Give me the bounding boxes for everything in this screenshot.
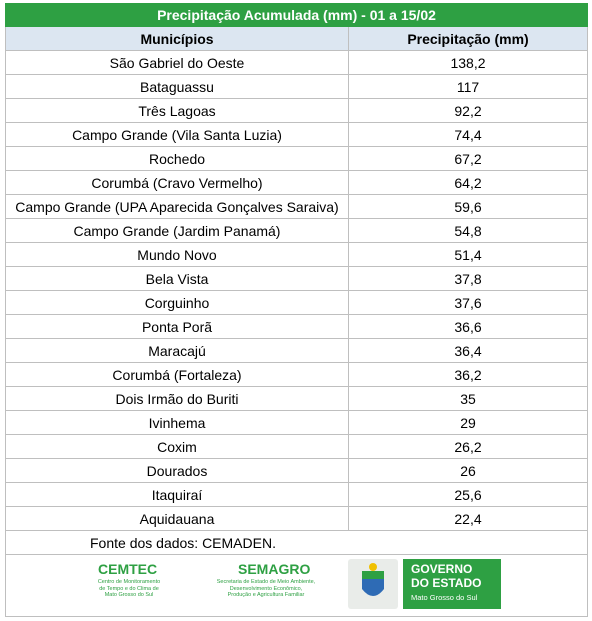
table-title: Precipitação Acumulada (mm) - 01 a 15/02 [5, 3, 588, 27]
value-cell: 22,4 [349, 507, 588, 531]
value-cell: 138,2 [349, 51, 588, 75]
table-row: Mundo Novo 51,4 [5, 243, 588, 267]
governo-sub: Mato Grosso do Sul [411, 593, 478, 602]
municipality-cell: Três Lagoas [5, 99, 349, 123]
municipality-cell: Mundo Novo [5, 243, 349, 267]
table-row: Aquidauana 22,4 [5, 507, 588, 531]
municipality-cell: Bataguassu [5, 75, 349, 99]
table-row: Rochedo 67,2 [5, 147, 588, 171]
table-row: Bela Vista 37,8 [5, 267, 588, 291]
table-row: Campo Grande (Vila Santa Luzia) 74,4 [5, 123, 588, 147]
table-row: Campo Grande (Jardim Panamá) 54,8 [5, 219, 588, 243]
governo-line: GOVERNO [411, 562, 473, 576]
table-row: Três Lagoas 92,2 [5, 99, 588, 123]
municipality-cell: Ponta Porã [5, 315, 349, 339]
cemtec-caption: Centro de Monitoramento de Tempo e do Cli… [94, 579, 164, 599]
cemtec-logo: CEMTEC [98, 561, 158, 577]
municipality-cell: Coxim [5, 435, 349, 459]
governo-text: GOVERNO DO ESTADO [411, 562, 481, 590]
governo-logo: GOVERNO DO ESTADO Mato Grosso do Sul [403, 559, 501, 609]
table-row: Corumbá (Cravo Vermelho) 64,2 [5, 171, 588, 195]
value-cell: 29 [349, 411, 588, 435]
value-cell: 51,4 [349, 243, 588, 267]
table-row: Ivinhema 29 [5, 411, 588, 435]
municipality-cell: Corumbá (Cravo Vermelho) [5, 171, 349, 195]
municipality-cell: Dois Irmão do Buriti [5, 387, 349, 411]
value-cell: 92,2 [349, 99, 588, 123]
municipality-cell: Itaquiraí [5, 483, 349, 507]
value-cell: 26,2 [349, 435, 588, 459]
municipality-cell: Campo Grande (Vila Santa Luzia) [5, 123, 349, 147]
header-cell: Municípios [5, 27, 349, 51]
coat-of-arms [348, 559, 398, 609]
header-row: Municípios Precipitação (mm) [5, 27, 588, 51]
value-cell: 59,6 [349, 195, 588, 219]
coat-of-arms-icon [362, 563, 384, 596]
municipality-cell: Corumbá (Fortaleza) [5, 363, 349, 387]
municipality-cell: Maracajú [5, 339, 349, 363]
header-cell: Precipitação (mm) [349, 27, 588, 51]
semagro-logo: SEMAGRO [238, 561, 311, 577]
municipality-cell: Dourados [5, 459, 349, 483]
value-cell: 36,4 [349, 339, 588, 363]
value-cell: 74,4 [349, 123, 588, 147]
logos: CEMTEC Centro de Monitoramento de Tempo e… [5, 555, 588, 617]
table-row: Corumbá (Fortaleza) 36,2 [5, 363, 588, 387]
municipality-cell: Bela Vista [5, 267, 349, 291]
caption-line: Centro de Monitoramento [97, 579, 161, 585]
caption-line: de Tempo e do Clima de [99, 585, 159, 592]
caption-line: Produção e Agricultura Familiar [227, 592, 305, 598]
caption-line: Desenvolvimento Econômico, [229, 585, 303, 592]
table-row: São Gabriel do Oeste 138,2 [5, 51, 588, 75]
value-cell: 35 [349, 387, 588, 411]
value-cell: 25,6 [349, 483, 588, 507]
table-row: Campo Grande (UPA Aparecida Gonçalves Sa… [5, 195, 588, 219]
table-row: Dois Irmão do Buriti 35 [5, 387, 588, 411]
semagro-caption: Secretaria de Estado de Meio Ambiente, De… [206, 579, 326, 599]
caption-line: Mato Grosso do Sul [104, 592, 154, 598]
municipality-cell: Campo Grande (Jardim Panamá) [5, 219, 349, 243]
municipality-cell: São Gabriel do Oeste [5, 51, 349, 75]
source-note: Fonte dos dados: CEMADEN. [5, 531, 588, 555]
value-cell: 64,2 [349, 171, 588, 195]
value-cell: 54,8 [349, 219, 588, 243]
municipality-cell: Campo Grande (UPA Aparecida Gonçalves Sa… [5, 195, 349, 219]
value-cell: 37,6 [349, 291, 588, 315]
table-row: Itaquiraí 25,6 [5, 483, 588, 507]
table-row: Corguinho 37,6 [5, 291, 588, 315]
table-row: Bataguassu 117 [5, 75, 588, 99]
value-cell: 67,2 [349, 147, 588, 171]
value-cell: 37,8 [349, 267, 588, 291]
table-row: Maracajú 36,4 [5, 339, 588, 363]
municipality-cell: Ivinhema [5, 411, 349, 435]
caption-line: Secretaria de Estado de Meio Ambiente, [216, 579, 316, 585]
value-cell: 117 [349, 75, 588, 99]
municipality-cell: Aquidauana [5, 507, 349, 531]
table-row: Coxim 26,2 [5, 435, 588, 459]
governo-line: DO ESTADO [411, 576, 482, 590]
value-cell: 26 [349, 459, 588, 483]
value-cell: 36,2 [349, 363, 588, 387]
municipality-cell: Corguinho [5, 291, 349, 315]
value-cell: 36,6 [349, 315, 588, 339]
municipality-cell: Rochedo [5, 147, 349, 171]
table-row: Dourados 26 [5, 459, 588, 483]
table-row: Ponta Porã 36,6 [5, 315, 588, 339]
